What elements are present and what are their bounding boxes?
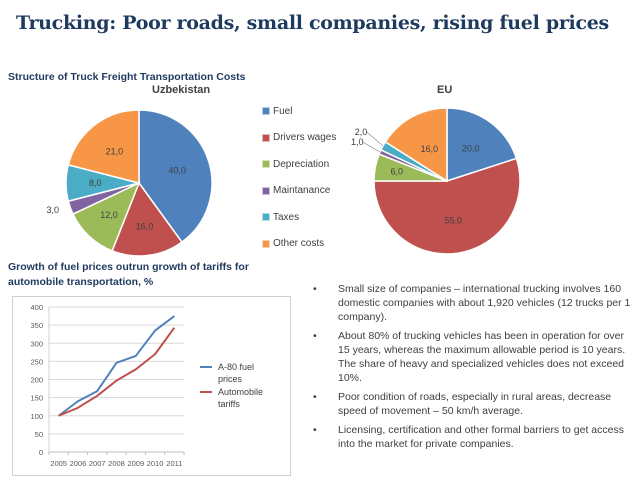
pie-data-label: 12,0 xyxy=(100,210,118,220)
legend-line-blue xyxy=(200,366,212,368)
uzbekistan-pie-title: Uzbekistan xyxy=(152,84,211,96)
bullet-symbol: • xyxy=(313,330,317,342)
pie-data-label: 6,0 xyxy=(391,166,404,176)
legend-item-other-costs: Other costs xyxy=(262,231,336,258)
bullet-text: Poor condition of roads, especially in r… xyxy=(338,391,612,417)
y-tick-label: 400 xyxy=(30,303,43,312)
legend-swatch xyxy=(262,186,270,195)
legend-swatch xyxy=(262,133,270,142)
line-chart-frame xyxy=(12,296,291,476)
y-tick-label: 150 xyxy=(30,394,43,403)
x-tick-label: 2006 xyxy=(70,459,87,468)
pie-slice-drivers-wages xyxy=(373,157,521,255)
legend-item-maintanance: Maintanance xyxy=(262,178,336,205)
leader-line xyxy=(366,131,384,147)
y-tick-label: 300 xyxy=(30,339,43,348)
line-legend-item-tariffs: Automobile tariffs xyxy=(200,386,266,410)
bullet-symbol: • xyxy=(313,391,317,403)
bullet-item: • Poor condition of roads, especially in … xyxy=(313,390,633,418)
pie-data-label: 3,0 xyxy=(47,205,60,215)
x-tick-label: 2010 xyxy=(147,459,164,468)
pie-data-label: 40,0 xyxy=(168,166,186,176)
legend-label: Maintanance xyxy=(273,185,331,197)
legend-line-red xyxy=(200,391,212,393)
pie-data-label: 55,0 xyxy=(445,216,463,226)
x-tick-label: 2009 xyxy=(127,459,144,468)
y-tick-label: 350 xyxy=(30,321,43,330)
automobile-tariffs-line xyxy=(58,327,176,417)
x-tick-label: 2005 xyxy=(50,459,67,468)
bullet-text: Small size of companies – international … xyxy=(338,283,631,323)
legend-item-drivers-wages: Drivers wages xyxy=(262,125,336,152)
legend-item-fuel: Fuel xyxy=(262,98,336,125)
legend-swatch xyxy=(262,160,270,169)
pie-slice-fuel xyxy=(138,109,213,244)
pie-slice-drivers-wages xyxy=(111,181,183,257)
y-tick-label: 50 xyxy=(35,430,43,439)
pie-data-label: 20,0 xyxy=(462,144,480,154)
legend-swatch xyxy=(262,213,270,222)
legend-label: Automobile tariffs xyxy=(218,387,264,409)
uzbekistan-pie-chart: 40,0 16,0 12,0 3,0 8,0 21,0 xyxy=(47,109,213,257)
pie-slice-other-costs xyxy=(384,107,448,183)
bullet-symbol: • xyxy=(313,424,317,436)
pie-data-label: 16,0 xyxy=(136,221,154,231)
bullet-item: • Small size of companies – international… xyxy=(313,282,633,324)
pie-data-label: 8,0 xyxy=(89,178,102,188)
pie-data-label: 2,0 xyxy=(355,127,368,137)
slide-title: Trucking: Poor roads, small companies, r… xyxy=(16,12,609,34)
leader-line xyxy=(362,141,381,153)
bullet-item: • About 80% of trucking vehicles has been… xyxy=(313,329,633,385)
pie-legend: Fuel Drivers wages Depreciation Maintana… xyxy=(262,98,336,257)
y-tick-label: 250 xyxy=(30,357,43,366)
y-tick-label: 0 xyxy=(39,448,43,457)
pie-slice-fuel xyxy=(446,107,518,183)
costs-heading: Structure of Truck Freight Transportatio… xyxy=(8,71,246,83)
legend-item-depreciation: Depreciation xyxy=(262,151,336,178)
pie-data-label: 16,0 xyxy=(421,144,439,154)
x-tick-label: 2008 xyxy=(108,459,125,468)
legend-label: Taxes xyxy=(273,211,300,223)
growth-heading-line1: Growth of fuel prices outrun growth of t… xyxy=(8,261,249,273)
bullet-list: • Small size of companies – international… xyxy=(313,282,633,456)
legend-label: Drivers wages xyxy=(273,132,337,144)
fuel-vs-tariffs-line-chart: 0 50 100 150 200 250 300 350 400 2005 2006 2007 2008… xyxy=(30,303,185,468)
fuel-prices-line xyxy=(58,315,175,417)
pie-data-label: 1,0 xyxy=(351,137,364,147)
line-legend-item-fuel: A-80 fuel prices xyxy=(200,361,266,385)
legend-swatch xyxy=(262,107,270,116)
bullet-item: • Licensing, certification and other form… xyxy=(313,423,633,451)
y-tick-label: 200 xyxy=(30,376,43,385)
legend-label: Depreciation xyxy=(273,158,330,170)
growth-heading-line2: automobile transportation, % xyxy=(8,276,154,288)
eu-pie-chart: 20,0 55,0 6,0 1,02,0 16,0 xyxy=(351,107,521,255)
legend-item-taxes: Taxes xyxy=(262,204,336,231)
legend-label: A-80 fuel prices xyxy=(218,362,255,384)
legend-swatch xyxy=(262,239,270,248)
bullet-text: Licensing, certification and other forma… xyxy=(338,424,624,450)
line-legend: A-80 fuel prices Automobile tariffs xyxy=(200,361,266,411)
legend-label: Fuel xyxy=(273,105,293,117)
y-tick-label: 100 xyxy=(30,412,43,421)
x-tick-label: 2007 xyxy=(89,459,106,468)
legend-label: Other costs xyxy=(273,238,325,250)
pie-slice-other-costs xyxy=(67,109,140,184)
x-tick-label: 2011 xyxy=(166,459,182,468)
pie-data-label: 21,0 xyxy=(106,146,124,156)
bullet-text: About 80% of trucking vehicles has been … xyxy=(338,330,626,384)
bullet-symbol: • xyxy=(313,283,317,295)
eu-pie-title: EU xyxy=(437,84,453,96)
